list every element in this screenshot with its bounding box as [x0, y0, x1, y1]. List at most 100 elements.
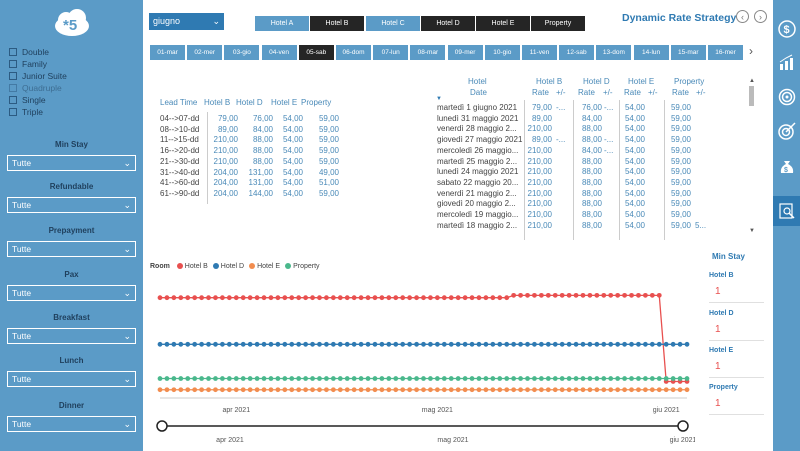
- data-point[interactable]: [434, 295, 440, 301]
- data-point[interactable]: [393, 295, 399, 301]
- data-point[interactable]: [400, 387, 406, 393]
- data-point[interactable]: [462, 376, 468, 381]
- data-point[interactable]: [497, 387, 503, 393]
- day-button[interactable]: 14-lun: [633, 45, 669, 60]
- data-point[interactable]: [372, 341, 378, 347]
- data-point[interactable]: [226, 341, 232, 347]
- data-point[interactable]: [324, 387, 329, 393]
- data-point[interactable]: [538, 376, 544, 381]
- data-point[interactable]: [324, 295, 329, 301]
- data-point[interactable]: [538, 292, 544, 298]
- hotel-toggle-button[interactable]: Hotel D: [421, 16, 475, 31]
- data-point[interactable]: [622, 387, 627, 393]
- room-type-checkbox[interactable]: Junior Suite: [9, 71, 67, 81]
- data-point[interactable]: [476, 387, 482, 393]
- data-point[interactable]: [233, 376, 239, 381]
- date-range-slider[interactable]: apr 2021 mag 2021 giu 2021: [150, 418, 695, 448]
- data-point[interactable]: [199, 295, 205, 301]
- data-point[interactable]: [670, 376, 676, 381]
- checkbox-box[interactable]: [9, 96, 17, 104]
- data-point[interactable]: [518, 341, 523, 347]
- data-point[interactable]: [379, 376, 385, 381]
- data-point[interactable]: [525, 387, 530, 393]
- data-point[interactable]: [233, 387, 239, 393]
- data-point[interactable]: [532, 387, 537, 393]
- data-point[interactable]: [684, 387, 690, 393]
- filter-dropdown[interactable]: Tutte ⌄: [7, 241, 136, 257]
- data-point[interactable]: [365, 341, 371, 347]
- data-point[interactable]: [629, 376, 634, 381]
- data-point[interactable]: [233, 295, 239, 301]
- data-point[interactable]: [296, 295, 302, 301]
- data-point[interactable]: [677, 341, 683, 347]
- data-point[interactable]: [254, 387, 260, 393]
- data-point[interactable]: [587, 376, 593, 381]
- forward-icon[interactable]: ›: [754, 10, 767, 23]
- data-point[interactable]: [497, 376, 503, 381]
- data-point[interactable]: [622, 376, 627, 381]
- data-point[interactable]: [254, 376, 260, 381]
- data-point[interactable]: [282, 387, 288, 393]
- data-point[interactable]: [206, 387, 211, 393]
- data-point[interactable]: [656, 376, 662, 381]
- data-point[interactable]: [358, 376, 364, 381]
- data-point[interactable]: [386, 295, 392, 301]
- data-point[interactable]: [164, 295, 170, 301]
- data-point[interactable]: [220, 376, 225, 381]
- data-point[interactable]: [178, 341, 184, 347]
- data-point[interactable]: [622, 292, 627, 298]
- data-point[interactable]: [282, 341, 288, 347]
- data-point[interactable]: [164, 376, 170, 381]
- data-point[interactable]: [414, 387, 419, 393]
- data-point[interactable]: [303, 387, 309, 393]
- data-point[interactable]: [393, 387, 399, 393]
- checkbox-box[interactable]: [9, 108, 17, 116]
- data-point[interactable]: [615, 292, 621, 298]
- data-point[interactable]: [247, 295, 253, 301]
- data-point[interactable]: [164, 387, 170, 393]
- data-point[interactable]: [552, 341, 558, 347]
- room-type-checkbox[interactable]: Quadruple: [9, 83, 62, 93]
- filter-dropdown[interactable]: Tutte ⌄: [7, 328, 136, 344]
- month-dropdown[interactable]: giugno ⌄: [149, 13, 224, 30]
- data-point[interactable]: [504, 387, 510, 393]
- data-point[interactable]: [490, 376, 496, 381]
- target-icon[interactable]: [776, 86, 798, 108]
- data-point[interactable]: [226, 376, 232, 381]
- data-point[interactable]: [213, 387, 218, 393]
- data-point[interactable]: [615, 387, 621, 393]
- data-point[interactable]: [677, 387, 683, 393]
- data-point[interactable]: [310, 295, 315, 301]
- data-point[interactable]: [518, 292, 523, 298]
- data-point[interactable]: [663, 376, 669, 381]
- report-icon[interactable]: [773, 196, 800, 226]
- data-point[interactable]: [275, 376, 281, 381]
- data-point[interactable]: [199, 376, 205, 381]
- data-point[interactable]: [455, 295, 461, 301]
- data-point[interactable]: [545, 387, 551, 393]
- data-point[interactable]: [178, 376, 184, 381]
- data-point[interactable]: [247, 376, 253, 381]
- data-point[interactable]: [400, 376, 406, 381]
- data-point[interactable]: [386, 387, 392, 393]
- data-point[interactable]: [636, 387, 641, 393]
- hotel-toggle-button[interactable]: Hotel B: [310, 16, 364, 31]
- data-point[interactable]: [386, 341, 392, 347]
- data-point[interactable]: [642, 376, 648, 381]
- data-point[interactable]: [206, 341, 211, 347]
- data-point[interactable]: [504, 376, 510, 381]
- data-point[interactable]: [233, 341, 239, 347]
- data-point[interactable]: [421, 341, 426, 347]
- data-point[interactable]: [677, 376, 683, 381]
- data-point[interactable]: [587, 341, 593, 347]
- data-point[interactable]: [192, 295, 198, 301]
- data-point[interactable]: [247, 387, 253, 393]
- data-point[interactable]: [365, 387, 371, 393]
- data-point[interactable]: [372, 376, 378, 381]
- data-point[interactable]: [358, 341, 364, 347]
- data-point[interactable]: [330, 295, 336, 301]
- data-point[interactable]: [379, 341, 385, 347]
- data-point[interactable]: [330, 341, 336, 347]
- data-point[interactable]: [483, 295, 489, 301]
- data-point[interactable]: [296, 341, 302, 347]
